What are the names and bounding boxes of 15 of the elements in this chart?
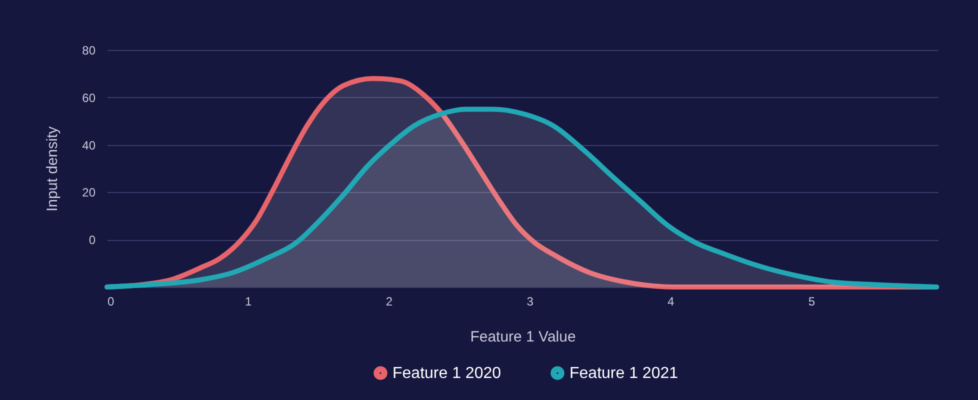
x-tick-label: 4 [668, 294, 675, 308]
y-tick-label: 40 [82, 138, 96, 152]
y-tick-label: 0 [88, 233, 96, 248]
x-axis-title: Feature 1 Value [470, 328, 576, 346]
legend-label: Feature 1 2020 [392, 365, 502, 382]
y-tick-label: 20 [82, 186, 96, 200]
x-tick-label: 3 [526, 294, 534, 308]
y-axis-title: Input density [44, 126, 62, 212]
y-tick-label: 80 [82, 44, 96, 58]
x-tick-label: 0 [108, 294, 114, 308]
y-tick-label: 60 [82, 90, 96, 105]
x-tick-label: 2 [386, 294, 393, 308]
x-tick-label: 5 [808, 294, 816, 308]
legend-label: Feature 1 2021 [570, 365, 678, 382]
x-tick-label: 1 [245, 294, 252, 308]
